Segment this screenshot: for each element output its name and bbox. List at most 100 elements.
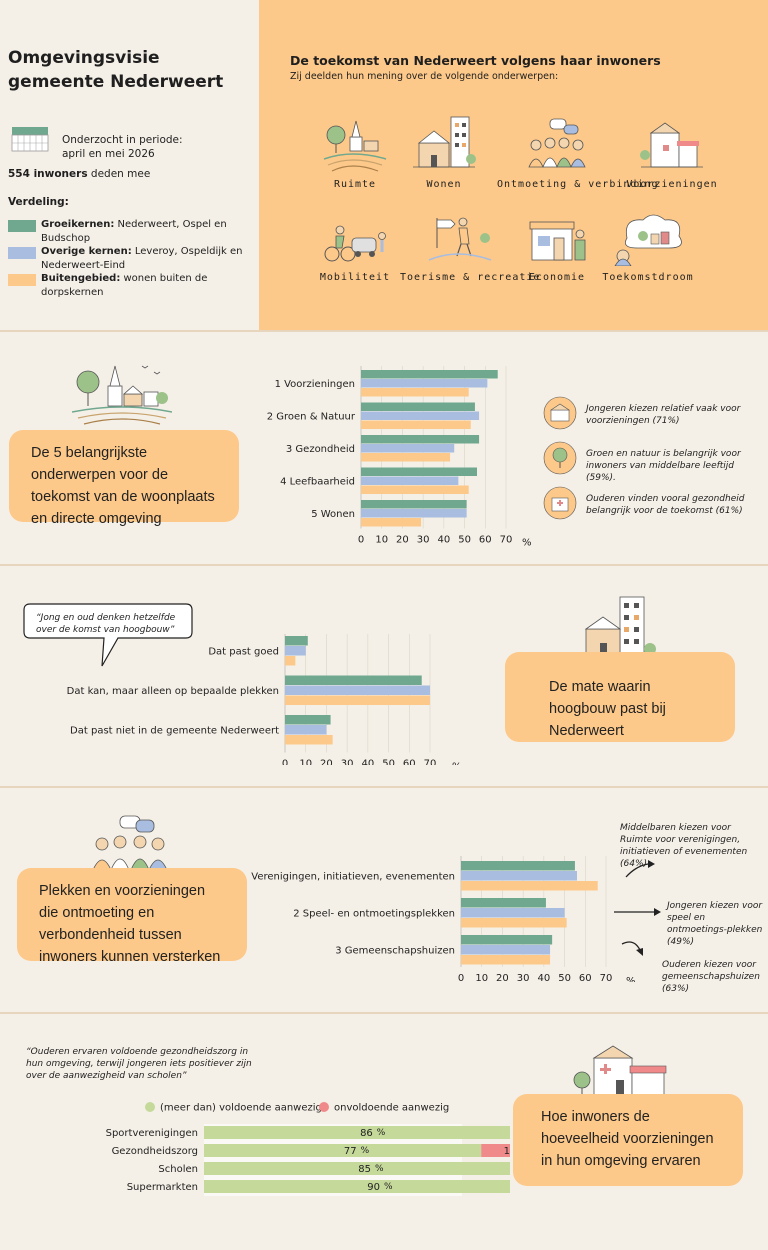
legend-text: Overige kernen: Leveroy, Ospeldijk en Ne…: [41, 245, 246, 272]
shop-icon: [543, 396, 577, 430]
section2-callout: De mate waarin hoogbouw past bij Nederwe…: [505, 652, 735, 742]
mobility-icon: [324, 225, 386, 262]
bar: [285, 646, 306, 656]
topic-label: Ruimte: [333, 179, 377, 190]
x-tick-label: 20: [320, 759, 333, 766]
bar-insufficient: [481, 1144, 510, 1157]
data-label: 85: [358, 1164, 371, 1175]
bar: [461, 871, 577, 881]
chart-hoogbouw: 0 10 20 30 40 50 60 70% Dat past goed Dat kan, ma…: [67, 634, 462, 766]
topic-label: Wonen: [426, 179, 462, 190]
bar-sufficient: [204, 1126, 510, 1139]
chart-voorzieningen: (meer dan) voldoende aanwezig onvoldoende…: [106, 1102, 510, 1196]
topic-label: Ontmoeting & verbinding: [497, 179, 659, 190]
bar: [361, 476, 459, 485]
arrow-head-icon: [654, 908, 661, 916]
section3-note-1: Middelbaren kiezen voor Ruimte voor vere…: [620, 823, 748, 869]
category-label: 4 Leefbaarheid: [280, 477, 355, 488]
x-tick-label: 30: [341, 759, 354, 766]
bar: [361, 518, 422, 527]
x-tick-label: 50: [558, 973, 571, 982]
bar: [285, 695, 430, 705]
topic-ruimte: Ruimte: [295, 115, 415, 190]
topic-label: Mobiliteit: [319, 272, 391, 283]
bar: [361, 485, 469, 494]
page-title: Omgevingsvisie gemeente Nederweert: [8, 46, 248, 94]
topic-label: Voorzieningen: [626, 179, 718, 190]
x-unit-label: %: [522, 538, 532, 549]
x-tick-label: 0: [358, 535, 364, 546]
x-tick-label: 40: [361, 759, 374, 766]
data-unit: %: [361, 1146, 370, 1156]
x-tick-label: 70: [600, 973, 613, 982]
bar: [361, 379, 488, 388]
category-label: Dat past goed: [208, 647, 279, 658]
legend-desc: Nederweert, Ospel en Budschop: [41, 219, 227, 244]
x-tick-label: 40: [437, 535, 450, 546]
category-label: Gezondheidszorg: [112, 1146, 198, 1157]
topic-voorzieningen: Voorzieningen: [612, 115, 732, 190]
bar: [361, 453, 451, 462]
bar: [461, 861, 575, 871]
topic-toekomstdroom: Toekomstdroom: [588, 208, 708, 283]
x-tick-label: 0: [282, 759, 288, 766]
bar: [285, 715, 331, 725]
section3-note-3: Ouderen kiezen voor gemeenschapshuizen (…: [662, 960, 760, 994]
chart-ontmoeting: 0 10 20 30 40 50 60 70 % 1 Verenigingen, initiati…: [250, 856, 636, 982]
note-text: Groen en natuur is belangrijk voor inwon…: [586, 449, 741, 483]
legend-name: Buitengebied:: [41, 273, 121, 284]
category-label: 3 Gezondheid: [286, 444, 355, 455]
category-label: Sportverenigingen: [106, 1128, 198, 1139]
section-divider: [0, 330, 768, 332]
speech-bubble: [23, 603, 193, 667]
data-label: 16: [504, 1146, 510, 1157]
calendar-icon: [11, 127, 49, 152]
respondents-count: 554 inwoners: [8, 168, 88, 180]
dream-icon: [614, 214, 682, 266]
respondents-rest: deden mee: [87, 168, 151, 180]
x-tick-label: 70: [424, 759, 437, 766]
topic-label: Toekomstdroom: [602, 272, 694, 283]
x-tick-label: 20: [496, 973, 509, 982]
category-label: 2 Speel- en ontmoetingsplekken: [293, 909, 455, 920]
section1-callout: De 5 belangrijkste onderwerpen voor de t…: [9, 430, 239, 527]
x-tick-label: 30: [517, 973, 530, 982]
x-tick-label: 40: [537, 973, 550, 982]
section-divider: [0, 786, 768, 788]
section-divider: [0, 564, 768, 566]
bar: [285, 656, 296, 666]
legend-label: (meer dan) voldoende aanwezig: [160, 1103, 322, 1114]
topics-title: De toekomst van Nederweert volgens haar …: [290, 53, 661, 68]
bar: [461, 881, 598, 891]
category-label: Dat past niet in de gemeente Nederweert: [70, 726, 279, 737]
note-text: Jongeren kiezen relatief vaak voor voorz…: [586, 404, 741, 426]
x-tick-label: 50: [458, 535, 471, 546]
legend-swatch: [8, 220, 36, 232]
category-label: 1 Verenigingen, initiatieven, evenemente…: [250, 872, 455, 883]
topic-label: Toerisme & recreatie: [400, 272, 541, 283]
bar: [361, 444, 455, 453]
topic-economie: Economie: [497, 208, 617, 283]
topic-toerisme: Toerisme & recreatie: [400, 208, 541, 283]
category-label: Scholen: [158, 1164, 198, 1175]
topic-label: Economie: [528, 272, 586, 283]
bar-sufficient: [204, 1180, 510, 1193]
bar-sufficient: [204, 1144, 482, 1157]
x-unit-label: %: [626, 976, 636, 982]
category-label: 5 Wonen: [311, 509, 355, 520]
topic-wonen: Wonen: [384, 115, 504, 190]
legend-marker: [319, 1102, 329, 1112]
hiker-icon: [428, 217, 492, 261]
legend-marker: [145, 1102, 155, 1112]
header-left-panel: Omgevingsvisie gemeente Nederweert Onder…: [0, 0, 259, 330]
bar: [461, 918, 567, 928]
section4-callout: Hoe inwoners de hoeveelheid voorzieninge…: [513, 1094, 743, 1186]
section-divider: [0, 1012, 768, 1014]
section2-quote: “Jong en oud denken hetzelfde over de ko…: [36, 613, 176, 635]
bar: [361, 509, 467, 518]
bar: [285, 735, 333, 745]
bar: [285, 685, 430, 695]
arrow-icon: [625, 863, 649, 878]
legend-name: Groeikernen:: [41, 219, 115, 230]
bar: [361, 370, 498, 379]
